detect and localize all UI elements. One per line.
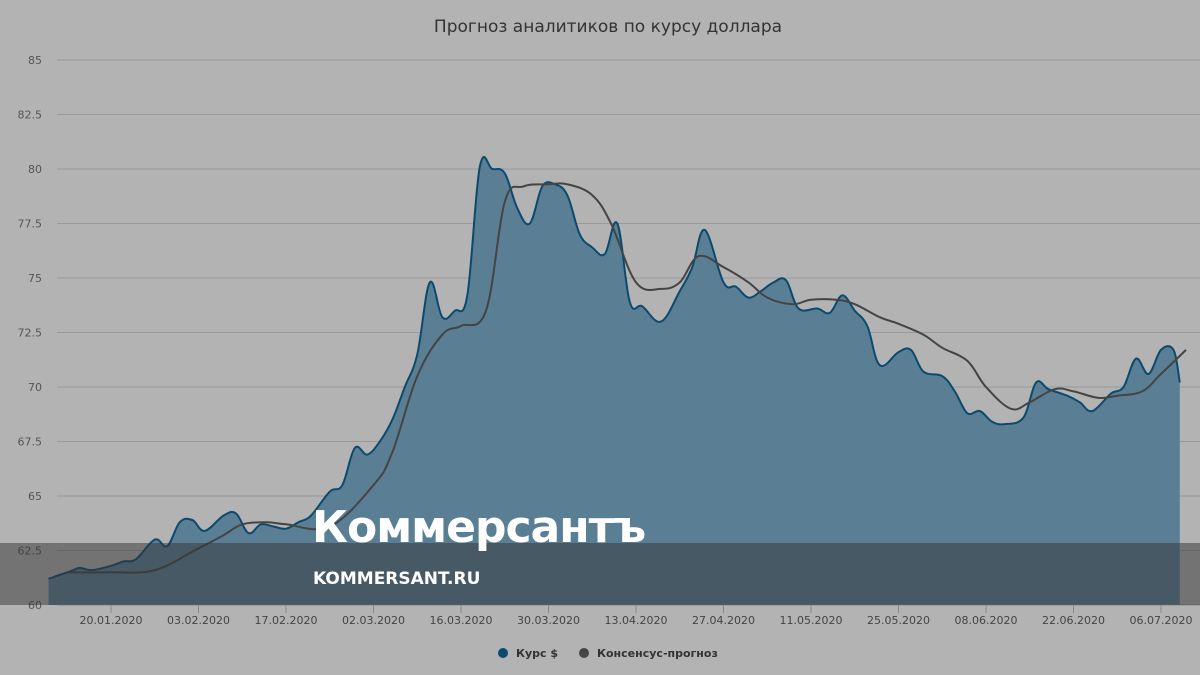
legend-label-consensus: Консенсус-прогноз xyxy=(597,647,718,660)
x-tick-label: 30.03.2020 xyxy=(517,614,580,627)
y-tick-label: 67.5 xyxy=(18,436,43,449)
x-tick-label: 13.04.2020 xyxy=(605,614,668,627)
legend-label-kurs: Курс $ xyxy=(516,647,558,660)
legend-marker-kurs xyxy=(498,648,508,658)
x-tick-label: 02.03.2020 xyxy=(342,614,405,627)
series-consensus[interactable] xyxy=(67,182,1187,574)
y-tick-label: 85 xyxy=(28,54,42,67)
x-tick-label: 03.02.2020 xyxy=(167,614,230,627)
x-tick-label: 22.06.2020 xyxy=(1042,614,1105,627)
watermark-site: KOMMERSANT.RU xyxy=(313,569,480,589)
y-tick-label: 80 xyxy=(28,163,42,176)
y-tick-label: 82.5 xyxy=(18,109,43,122)
legend-item-kurs[interactable]: Курс $ xyxy=(498,647,558,660)
x-tick-label: 20.01.2020 xyxy=(80,614,143,627)
x-tick-label: 06.07.2020 xyxy=(1130,614,1193,627)
x-tick-label: 27.04.2020 xyxy=(692,614,755,627)
watermark-brand: Коммерсантъ xyxy=(312,502,645,553)
x-tick-label: 11.05.2020 xyxy=(780,614,843,627)
x-tick-label: 08.06.2020 xyxy=(955,614,1018,627)
y-tick-label: 65 xyxy=(28,490,42,503)
legend-item-consensus[interactable]: Консенсус-прогноз xyxy=(579,647,718,660)
x-axis: 20.01.2020 03.02.2020 17.02.2020 02.03.2020… xyxy=(57,604,1200,627)
series-kurs-line xyxy=(48,156,1181,580)
x-tick-label: 17.02.2020 xyxy=(255,614,318,627)
legend-marker-consensus xyxy=(579,648,589,658)
chart-title: Прогноз аналитиков по курсу доллара xyxy=(434,17,782,37)
y-tick-label: 75 xyxy=(28,272,42,285)
series-consensus-line xyxy=(67,182,1187,574)
x-tick-label: 16.03.2020 xyxy=(430,614,493,627)
watermark-band xyxy=(0,543,1200,605)
x-tick-label: 25.05.2020 xyxy=(867,614,930,627)
watermark: Коммерсантъ KOMMERSANT.RU xyxy=(0,502,1200,605)
legend: Курс $ Консенсус-прогноз xyxy=(498,647,718,660)
series-kurs-area xyxy=(48,157,1180,605)
y-tick-label: 72.5 xyxy=(18,327,43,340)
y-tick-label: 77.5 xyxy=(18,218,43,231)
y-tick-label: 70 xyxy=(28,381,42,394)
